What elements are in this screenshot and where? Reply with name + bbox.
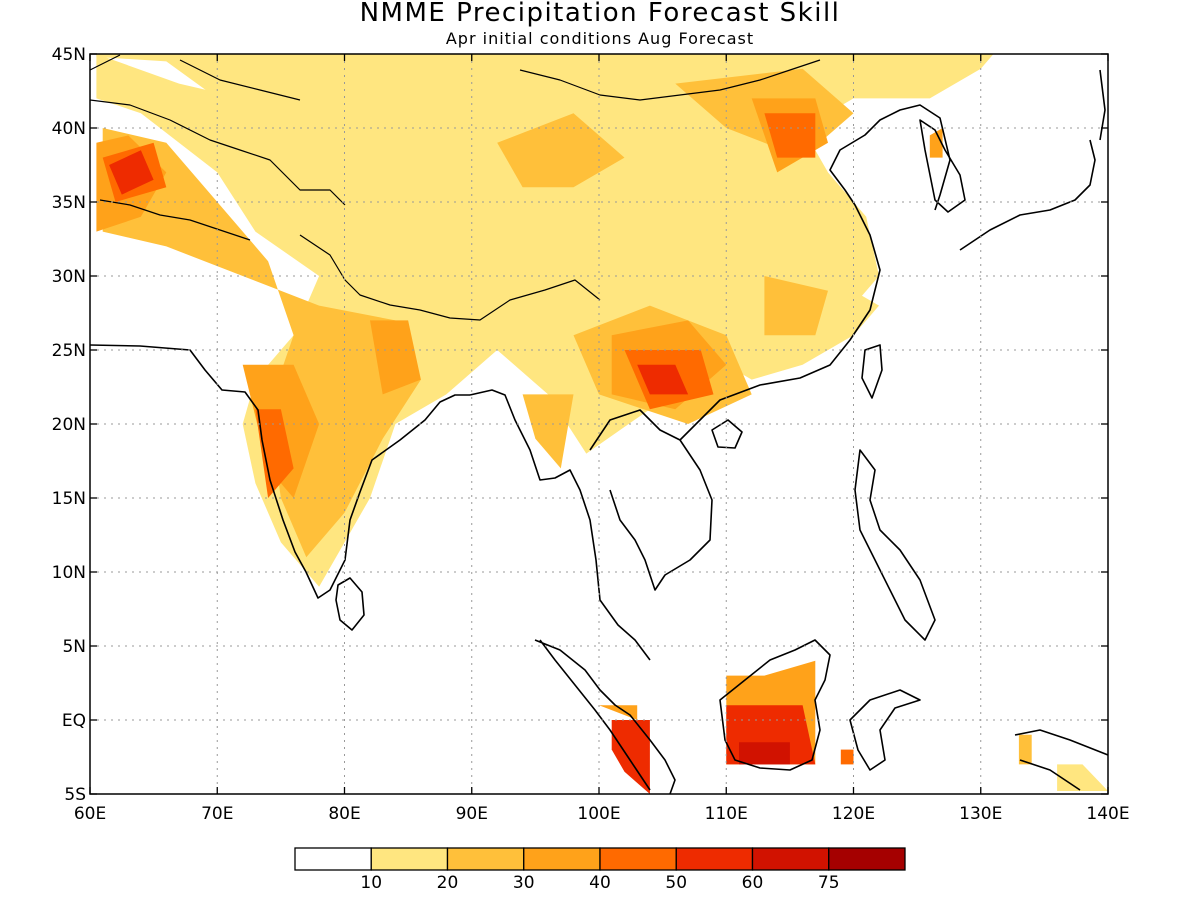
coastline-philippines <box>854 449 936 641</box>
y-tick-label: 25N <box>52 341 86 361</box>
x-tick-label: 70E <box>201 804 233 824</box>
colorbar-swatch <box>446 847 525 871</box>
x-tick-label: 90E <box>456 804 488 824</box>
coastline-bay-east <box>469 389 651 661</box>
colorbar-swatch <box>675 847 754 871</box>
y-tick-label: 20N <box>52 415 86 435</box>
skill-region <box>929 128 943 158</box>
coastline-srilanka <box>335 577 365 631</box>
colorbar-swatch <box>599 847 677 871</box>
coastline-india <box>90 344 470 599</box>
coastline-japan <box>959 69 1106 251</box>
coastline-korea <box>919 119 966 213</box>
skill-region <box>109 150 154 195</box>
colorbar-label: 30 <box>513 873 535 893</box>
colorbar-swatch <box>828 847 906 871</box>
colorbar-label: 40 <box>589 873 611 893</box>
y-tick-label: 45N <box>52 45 86 65</box>
skill-region <box>522 394 574 469</box>
x-tick-label: 120E <box>832 804 875 824</box>
skill-region <box>739 742 790 765</box>
colorbar: 10 20 30 40 50 60 75 <box>294 847 906 893</box>
skill-region <box>764 276 828 336</box>
skill-region <box>764 113 816 158</box>
map-title: NMME Precipitation Forecast Skill <box>359 0 841 28</box>
colorbar-label: 10 <box>360 873 382 893</box>
x-tick-label: 130E <box>959 804 1002 824</box>
x-tick-label: 140E <box>1086 804 1129 824</box>
map-subtitle: Apr initial conditions Aug Forecast <box>445 29 755 48</box>
skill-region <box>255 409 294 498</box>
y-tick-label: 5S <box>64 785 86 805</box>
coastline-hainan <box>711 419 743 449</box>
skill-region <box>599 705 638 720</box>
skill-region <box>1018 734 1032 765</box>
skill-region <box>370 320 421 395</box>
coastline-taiwan <box>861 344 883 399</box>
y-tick-label: 35N <box>52 193 86 213</box>
y-tick-label: 15N <box>52 489 86 509</box>
y-tick-label: 5N <box>62 637 86 657</box>
coastline-indochina <box>589 409 713 591</box>
border-mongolia <box>519 59 821 101</box>
coastline-borneo <box>719 639 831 771</box>
colorbar-swatch <box>370 847 449 871</box>
grid-layer <box>90 54 1108 794</box>
skill-region <box>497 113 625 188</box>
x-tick-label: 60E <box>74 804 106 824</box>
coastline-sumatra <box>534 639 676 794</box>
coastline-china <box>679 104 951 441</box>
colorbar-label: 75 <box>818 873 840 893</box>
skill-region <box>102 128 421 558</box>
x-tick-label: 100E <box>577 804 620 824</box>
axes-layer: 60E 70E 80E 90E 100E 110E 120E 130E 140E 45N 40N 35… <box>52 45 1130 824</box>
coastline-newguinea <box>1014 729 1108 791</box>
skill-region <box>840 749 854 765</box>
coastline-layer <box>90 54 1108 794</box>
y-tick-label: 10N <box>52 563 86 583</box>
colorbar-swatch <box>294 847 372 871</box>
colorbar-label: 20 <box>437 873 459 893</box>
y-tick-label: 30N <box>52 267 86 287</box>
coastline-sulawesi <box>849 689 921 771</box>
colorbar-swatch <box>751 847 830 871</box>
y-tick-label: EQ <box>62 711 86 731</box>
colorbar-swatch <box>523 847 601 871</box>
skill-region <box>1057 764 1108 791</box>
x-tick-label: 110E <box>705 804 748 824</box>
skill-fill-layer <box>96 54 1108 794</box>
border-central-asia <box>90 54 346 241</box>
colorbar-label: 50 <box>665 873 687 893</box>
skill-region <box>637 364 689 395</box>
x-tick-label: 80E <box>328 804 360 824</box>
y-tick-label: 40N <box>52 119 86 139</box>
colorbar-label: 60 <box>742 873 764 893</box>
